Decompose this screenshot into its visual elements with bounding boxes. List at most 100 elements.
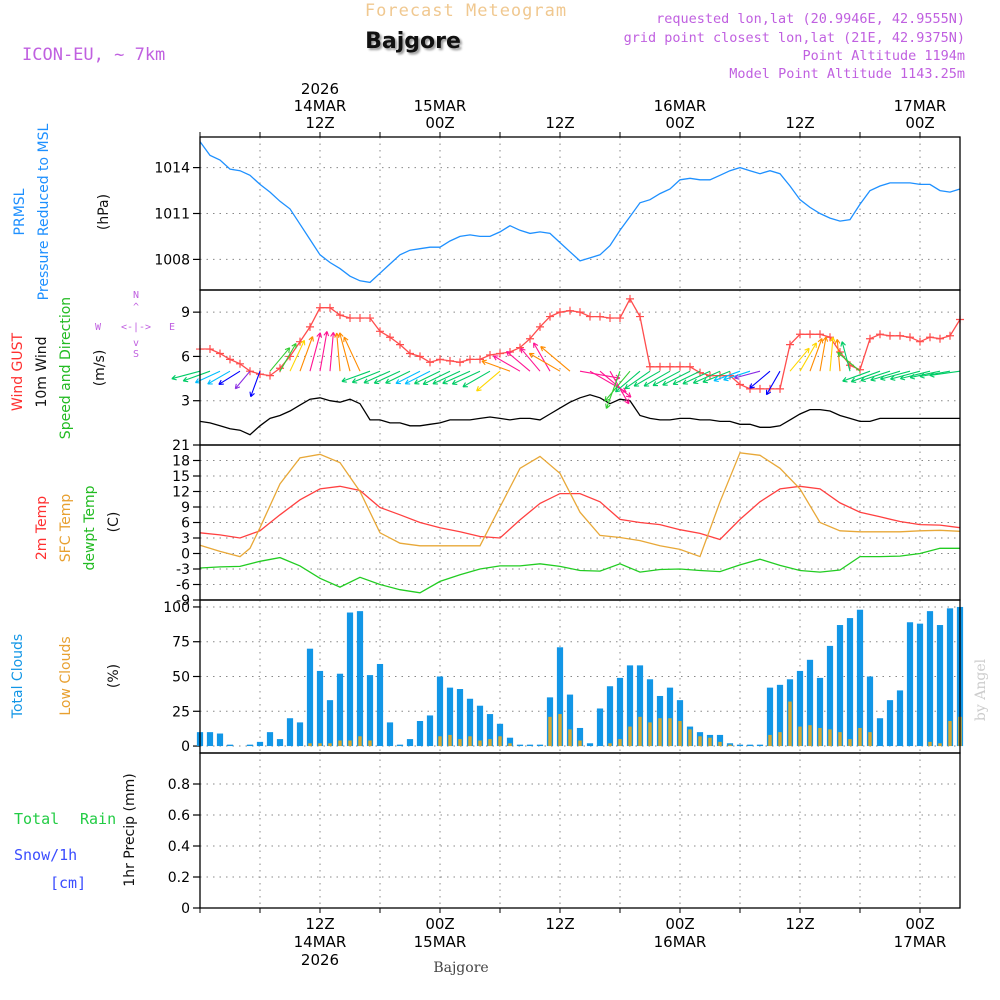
total-clouds-bar [446, 687, 454, 747]
wind-direction-arrow [860, 370, 891, 383]
wind-direction-arrow [702, 370, 731, 384]
gust-marker [216, 349, 224, 358]
2m-temp-line [199, 485, 961, 541]
gust-marker [596, 312, 604, 321]
wind-direction-arrow [462, 370, 491, 388]
gust-marker [926, 333, 934, 342]
wind-direction-arrow [363, 370, 391, 384]
wind-direction-arrow [880, 370, 911, 381]
wind-direction-arrow [413, 370, 441, 385]
total-clouds-bar [626, 665, 634, 747]
y-tick-label: 0.8 [168, 777, 190, 793]
gust-marker [886, 331, 894, 340]
gust-marker [946, 331, 954, 340]
total-clouds-bar [296, 722, 304, 747]
low-clouds-bar [338, 740, 342, 747]
gust-marker [416, 352, 424, 361]
low-clouds-bar [868, 732, 872, 747]
x-label-bottom: 2026 [301, 951, 339, 969]
x-label-top: 16MAR [654, 97, 707, 115]
wind-direction-arrow [289, 339, 306, 372]
total-clouds-bar [206, 732, 214, 747]
gust-marker [896, 331, 904, 340]
gust-marker [326, 303, 334, 312]
total-clouds-bar [256, 741, 264, 747]
prmsl-line [199, 141, 961, 284]
gust-marker [866, 334, 874, 343]
panel-frame [199, 752, 961, 909]
total-clouds-bar [596, 708, 604, 747]
gust-marker [616, 314, 624, 323]
wind-gust-label: Wind GUST [10, 332, 26, 411]
low-clouds-bar [648, 722, 652, 747]
gust-marker [386, 333, 394, 342]
compass-e: E [169, 322, 175, 333]
low-clouds-bar [698, 736, 702, 747]
temp-unit-label: (C) [106, 512, 122, 533]
total-clouds-bar [426, 715, 434, 747]
total-clouds-bar [766, 687, 774, 747]
total-clouds-bar [226, 744, 234, 747]
x-label-top: 14MAR [294, 97, 347, 115]
wind-direction-arrow [819, 336, 829, 372]
low-clouds-bar [688, 729, 692, 747]
low-clouds-bar [788, 701, 792, 747]
total-clouds-bar [216, 733, 224, 747]
sfc-temp-label: SFC Temp [58, 494, 74, 563]
x-label-top: 2026 [301, 80, 339, 98]
total-clouds-bar [246, 744, 254, 747]
y-tick-label: 0 [181, 547, 190, 563]
compass-ew: <-|-> [121, 322, 151, 333]
gust-marker [496, 349, 504, 358]
prmsl-label: PRMSL [12, 188, 28, 235]
y-tick-label: 9 [181, 305, 190, 321]
wind-direction-arrow [614, 370, 641, 393]
wind-direction-arrow [789, 347, 810, 372]
wind-direction-arrow [299, 336, 314, 372]
pressure-desc-label: Pressure Reduced to MSL [36, 123, 52, 300]
gust-marker [306, 322, 314, 331]
x-label-top: 12Z [545, 114, 574, 132]
total-clouds-bar [826, 645, 834, 747]
wind-direction-arrow [713, 370, 741, 383]
wind-direction-arrow [533, 342, 551, 372]
gust-marker [556, 308, 564, 317]
total-clouds-bar [306, 648, 314, 747]
gust-marker [756, 384, 764, 393]
gust-marker [856, 365, 864, 374]
wind-direction-arrow [309, 332, 323, 372]
low-clouds-bar [838, 732, 842, 747]
y-tick-label: 3 [181, 531, 190, 547]
wind-direction-arrow [319, 331, 330, 372]
wind-direction-arrow [899, 370, 931, 381]
footer-location: Bajgore [433, 960, 488, 976]
y-tick-label: 0.2 [168, 870, 190, 886]
wind-direction-arrow [799, 342, 817, 372]
x-label-top: 12Z [305, 114, 334, 132]
total-clouds-bar [636, 665, 644, 747]
total-clouds-bar [916, 623, 924, 747]
wind-direction-arrow [385, 370, 411, 384]
gust-marker [266, 371, 274, 380]
y-tick-label: 100 [163, 600, 190, 616]
compass-ns-top: ^ [133, 302, 139, 313]
wind-direction-arrow [337, 332, 351, 372]
gust-marker [576, 308, 584, 317]
total-clouds-bar [516, 744, 524, 747]
gust-marker [736, 380, 744, 389]
t2m-label: 2m Temp [34, 496, 50, 560]
low-clouds-bar [438, 736, 442, 747]
gust-marker [336, 311, 344, 320]
x-label-bottom: 17MAR [894, 933, 947, 951]
total-clouds-bar [436, 676, 444, 747]
wind-direction-arrow [837, 351, 861, 372]
total-clouds-bar [846, 618, 854, 747]
low-clouds-bar [928, 741, 932, 747]
wind-direction-arrow [269, 347, 291, 372]
wind-direction-arrow [765, 370, 781, 396]
total-clouds-bar [416, 721, 424, 747]
y-tick-label: 1014 [154, 161, 190, 177]
gust-marker [376, 327, 384, 336]
